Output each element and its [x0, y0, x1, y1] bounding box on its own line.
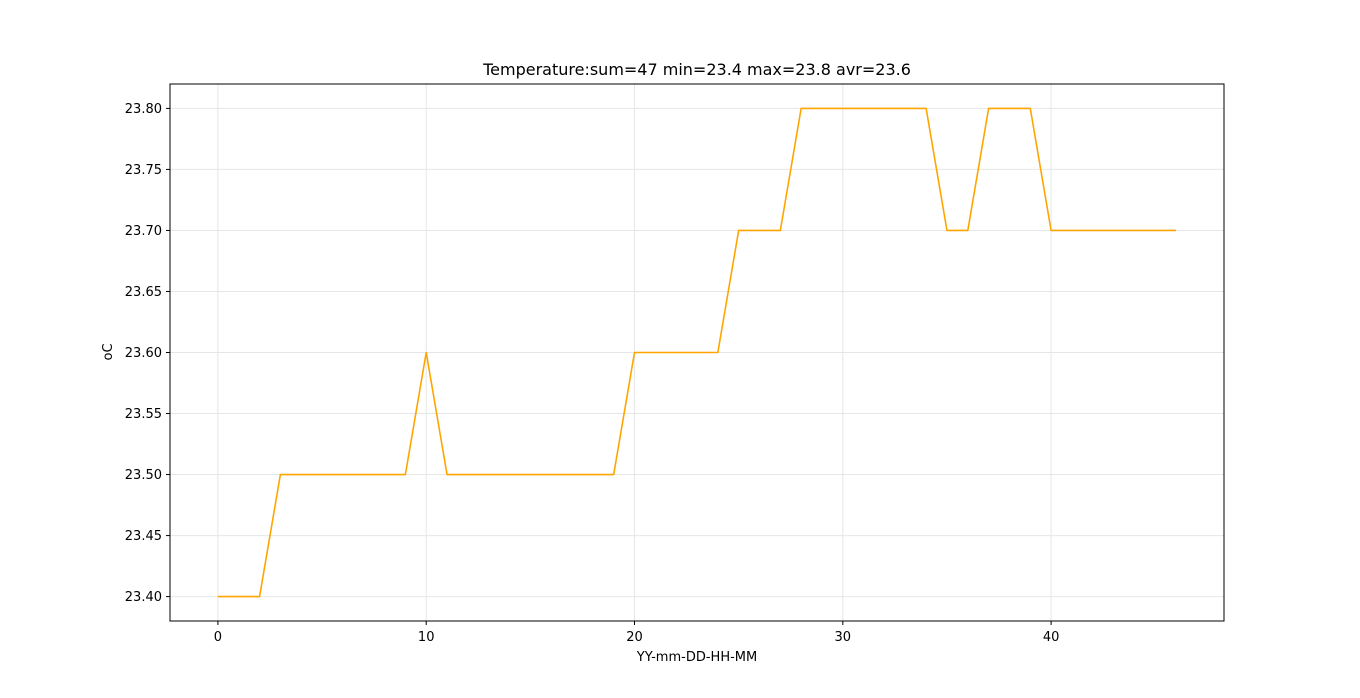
y-tick-label: 23.75 — [125, 163, 162, 178]
x-tick-label: 0 — [214, 630, 222, 645]
y-tick-label: 23.60 — [125, 346, 162, 361]
x-tick-label: 10 — [418, 630, 435, 645]
y-tick-label: 23.65 — [125, 285, 162, 300]
grid — [170, 84, 1224, 621]
y-tick-label: 23.70 — [125, 224, 162, 239]
y-tick-label: 23.40 — [125, 590, 162, 605]
y-tick-label: 23.50 — [125, 468, 162, 483]
y-tick-label: 23.55 — [125, 407, 162, 422]
x-axis-ticks: 0 10 20 30 40 — [214, 621, 1060, 645]
series-line-temperature — [217, 107, 1177, 598]
y-tick-label: 23.80 — [125, 102, 162, 117]
x-tick-label: 20 — [626, 630, 643, 645]
x-axis-title: YY-mm-DD-HH-MM — [636, 650, 757, 665]
x-tick-label: 40 — [1043, 630, 1060, 645]
x-tick-label: 30 — [835, 630, 852, 645]
y-axis-title: oC — [101, 343, 116, 360]
chart-title: Temperature:sum=47 min=23.4 max=23.8 avr… — [482, 60, 911, 79]
series-layer — [217, 107, 1177, 598]
y-tick-label: 23.45 — [125, 529, 162, 544]
y-axis-ticks: 23.40 23.45 23.50 23.55 23.60 23.65 23.70 23.75… — [125, 102, 170, 605]
